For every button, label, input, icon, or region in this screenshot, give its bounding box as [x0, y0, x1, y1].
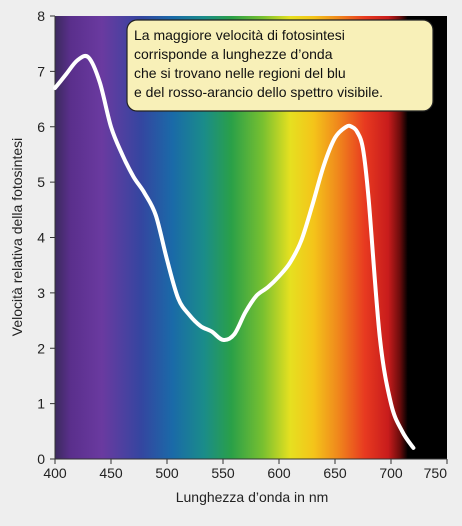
- x-axis-label: Lunghezza d’onda in nm: [176, 489, 329, 505]
- y-tick-label: 2: [37, 340, 45, 356]
- annotation-box: La maggiore velocità di fotosintesi corr…: [126, 19, 434, 112]
- y-tick-label: 1: [37, 396, 45, 412]
- x-tick-label: 650: [323, 465, 347, 481]
- y-axis-label: Velocità relativa della fotosintesi: [9, 138, 25, 336]
- y-tick-label: 4: [37, 230, 45, 246]
- y-tick-label: 8: [37, 8, 45, 24]
- x-tick-label: 450: [99, 465, 123, 481]
- annotation-line-1: La maggiore velocità di fotosintesi: [134, 27, 345, 43]
- x-tick-label: 600: [267, 465, 291, 481]
- y-tick-label: 6: [37, 119, 45, 135]
- annotation-line-4: e del rosso-arancio dello spettro visibi…: [134, 84, 383, 100]
- y-tick-label: 7: [37, 63, 45, 79]
- x-tick-label: 700: [379, 465, 403, 481]
- x-tick-label: 750: [424, 465, 448, 481]
- y-tick-label: 3: [37, 285, 45, 301]
- x-tick-group: 400 450 500 550 600 650 700 750: [43, 459, 448, 481]
- y-tick-group: 0 1 2 3 4 5 6 7 8: [37, 8, 55, 467]
- y-tick-label: 0: [37, 451, 45, 467]
- x-tick-label: 550: [211, 465, 235, 481]
- x-tick-label: 400: [43, 465, 67, 481]
- y-tick-label: 5: [37, 174, 45, 190]
- x-tick-label: 500: [155, 465, 179, 481]
- annotation-background: [126, 19, 434, 112]
- annotation-line-3: che si trovano nelle regioni del blu: [134, 65, 346, 81]
- photosynthesis-rate-line: [53, 53, 416, 450]
- annotation-line-2: corrisponde a lunghezze d’onda: [134, 46, 333, 62]
